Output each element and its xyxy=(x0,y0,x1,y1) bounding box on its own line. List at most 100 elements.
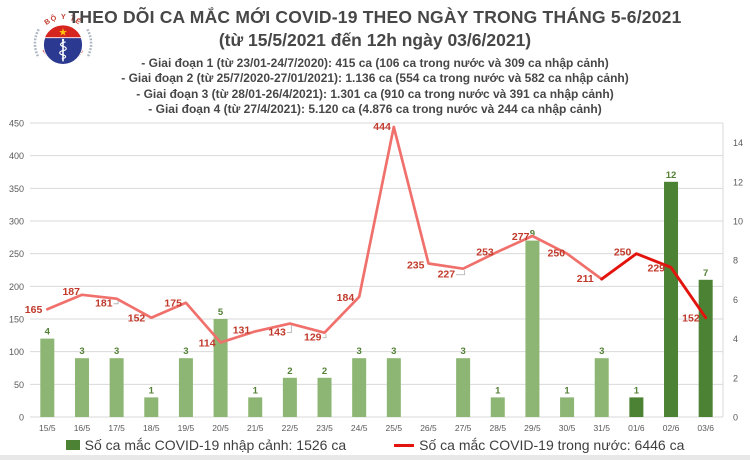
left-axis-tick-0: 0 xyxy=(19,413,24,423)
label-callout-22/5 xyxy=(286,325,292,334)
laurel-right xyxy=(86,28,93,59)
left-axis-tick-200: 200 xyxy=(9,282,24,292)
bar-20/5 xyxy=(213,319,228,417)
bar-19/5 xyxy=(178,358,193,417)
bottom-gray-strip xyxy=(0,455,750,460)
left-axis-tick-300: 300 xyxy=(9,217,24,227)
line-value-label-19/5: 175 xyxy=(164,298,182,310)
bar-22/5 xyxy=(282,377,297,417)
bar-value-label-22/5: 2 xyxy=(287,366,292,377)
left-axis-tick-250: 250 xyxy=(9,249,24,259)
bar-value-label-31/5: 3 xyxy=(599,346,604,357)
x-axis-label-17/5: 17/5 xyxy=(108,423,125,433)
x-axis-label-03/6: 03/6 xyxy=(697,423,714,433)
line-value-label-29/5: 277 xyxy=(512,231,530,243)
x-axis-label-15/5: 15/5 xyxy=(39,423,56,433)
legend-square-marker xyxy=(65,440,80,450)
x-axis-label-21/5: 21/5 xyxy=(247,423,264,433)
bar-02/6 xyxy=(664,181,679,417)
line-value-label-16/5: 187 xyxy=(62,286,80,298)
legend-label-domestic: Số ca mắc COVID-19 trong nước: 6446 ca xyxy=(419,437,685,453)
right-axis-tick-4: 4 xyxy=(733,334,738,344)
title-block: THEO DÕI CA MẮC MỚI COVID-19 THEO NGÀY T… xyxy=(0,0,750,118)
x-axis-label-29/5: 29/5 xyxy=(524,423,541,433)
bar-value-label-16/5: 3 xyxy=(79,346,84,357)
bar-17/5 xyxy=(109,358,124,417)
legend-label-imported: Số ca mắc COVID-19 nhập cảnh: 1526 ca xyxy=(84,437,347,453)
line-value-label-01/6: 250 xyxy=(614,247,632,259)
line-value-label-22/5: 143 xyxy=(268,327,286,339)
x-axis-label-28/5: 28/5 xyxy=(490,423,507,433)
line-value-label-26/5: 235 xyxy=(407,259,425,271)
bar-24/5 xyxy=(352,358,367,417)
bar-23/5 xyxy=(317,377,332,417)
line-value-label-23/5: 129 xyxy=(304,332,322,344)
left-axis-tick-350: 350 xyxy=(9,184,24,194)
ministry-of-health-logo: BỘ Y TẾ MINISTRY OF HEALTH xyxy=(29,9,97,78)
legend-item-imported: Số ca mắc COVID-19 nhập cảnh: 1526 ca xyxy=(65,437,347,453)
bar-value-label-30/5: 1 xyxy=(564,385,570,396)
left-axis-tick-100: 100 xyxy=(9,347,24,357)
left-axis-tick-50: 50 xyxy=(14,380,24,390)
bar-value-label-24/5: 3 xyxy=(357,346,362,357)
bar-18/5 xyxy=(144,397,159,417)
legend-item-domestic: Số ca mắc COVID-19 trong nước: 6446 ca xyxy=(394,437,684,453)
bar-value-label-15/5: 4 xyxy=(45,327,51,338)
bar-value-label-21/5: 1 xyxy=(253,385,259,396)
x-axis-label-22/5: 22/5 xyxy=(282,423,299,433)
x-axis-label-20/5: 20/5 xyxy=(212,423,229,433)
x-axis-label-26/5: 26/5 xyxy=(420,423,437,433)
right-axis-tick-0: 0 xyxy=(733,413,738,423)
x-axis-label-16/5: 16/5 xyxy=(74,423,91,433)
line-value-label-27/5: 227 xyxy=(438,269,456,281)
bar-value-label-03/6: 7 xyxy=(703,268,708,279)
right-axis-tick-6: 6 xyxy=(733,295,738,305)
x-axis-label-25/5: 25/5 xyxy=(386,423,403,433)
bar-value-label-19/5: 3 xyxy=(183,346,188,357)
bar-value-label-27/5: 3 xyxy=(460,346,465,357)
line-value-label-25/5: 444 xyxy=(373,121,391,133)
line-value-label-20/5: 114 xyxy=(199,338,216,350)
phase-3-summary: - Giai đoạn 3 (từ 28/01-26/4/2021): 1.30… xyxy=(136,86,614,101)
bar-value-label-25/5: 3 xyxy=(391,346,396,357)
bar-21/5 xyxy=(248,397,263,417)
line-value-label-18/5: 152 xyxy=(128,313,146,325)
line-value-label-02/6: 229 xyxy=(647,262,665,274)
x-axis-label-02/6: 02/6 xyxy=(663,423,680,433)
bar-31/5 xyxy=(594,358,609,417)
left-axis-tick-150: 150 xyxy=(9,315,24,325)
chart-subtitle: (từ 15/5/2021 đến 12h ngày 03/6/2021) xyxy=(218,30,532,50)
chart-title: THEO DÕI CA MẮC MỚI COVID-19 THEO NGÀY T… xyxy=(68,7,682,27)
line-value-label-28/5: 253 xyxy=(476,247,494,259)
right-axis-tick-8: 8 xyxy=(733,256,738,266)
x-axis-label-24/5: 24/5 xyxy=(351,423,368,433)
legend: Số ca mắc COVID-19 nhập cảnh: 1526 ca Số… xyxy=(0,437,750,453)
line-value-label-24/5: 184 xyxy=(337,292,355,304)
left-axis-tick-450: 450 xyxy=(9,119,24,129)
bar-30/5 xyxy=(560,397,575,417)
bar-27/5 xyxy=(456,358,471,417)
bar-03/6 xyxy=(698,279,713,417)
phase-4-summary: - Giai đoạn 4 (từ 27/4/2021): 5.120 ca (… xyxy=(148,102,602,117)
legend-line-marker xyxy=(394,443,415,447)
bar-value-label-29/5: 9 xyxy=(530,229,535,240)
x-axis-label-18/5: 18/5 xyxy=(143,423,160,433)
phase-1-summary: - Giai đoạn 1 (từ 23/01-24/7/2020): 415 … xyxy=(141,56,609,70)
left-axis-tick-400: 400 xyxy=(9,151,24,161)
line-value-label-03/6: 152 xyxy=(682,313,700,325)
phase-summary-list: - Giai đoạn 1 (từ 23/01-24/7/2020): 415 … xyxy=(0,56,750,118)
label-callout-17/5 xyxy=(113,300,119,305)
bar-value-label-17/5: 3 xyxy=(114,346,119,357)
line-segment-earlier xyxy=(45,125,604,344)
bar-15/5 xyxy=(40,338,55,417)
laurel-left xyxy=(33,28,40,59)
x-axis-label-01/6: 01/6 xyxy=(628,423,645,433)
bar-25/5 xyxy=(386,358,401,417)
right-axis-tick-12: 12 xyxy=(733,177,743,187)
x-axis-label-19/5: 19/5 xyxy=(178,423,195,433)
bar-value-label-20/5: 5 xyxy=(218,307,224,318)
x-axis-label-31/5: 31/5 xyxy=(593,423,610,433)
logo-top-text: BỘ Y TẾ xyxy=(42,12,84,27)
line-value-label-17/5: 181 xyxy=(95,298,113,310)
